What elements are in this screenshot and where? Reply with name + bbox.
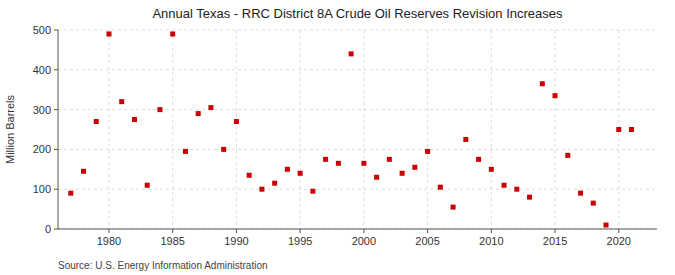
- point: [68, 191, 73, 196]
- point: [400, 171, 405, 176]
- x-tick-label: 2020: [607, 235, 631, 247]
- x-tick: [618, 229, 619, 233]
- point: [425, 149, 430, 154]
- title: Annual Texas - RRC District 8A Crude Oil…: [152, 6, 563, 21]
- x-tick-label: 1995: [288, 235, 312, 247]
- point: [145, 183, 150, 188]
- x-grid-line: [363, 30, 364, 229]
- point: [451, 205, 456, 210]
- point: [553, 93, 558, 98]
- point: [349, 51, 354, 56]
- point: [540, 81, 545, 86]
- x-tick: [108, 229, 109, 233]
- point: [157, 107, 162, 112]
- point: [94, 119, 99, 124]
- point: [221, 147, 226, 152]
- x-tick: [300, 229, 301, 233]
- y-tick-label: 500: [33, 24, 51, 36]
- point: [272, 181, 277, 186]
- y-tick: [54, 30, 58, 31]
- point: [196, 111, 201, 116]
- y-axis-line: [58, 30, 59, 229]
- points: [68, 31, 634, 227]
- y-grid-line: [58, 189, 657, 190]
- x-grid-line: [172, 30, 173, 229]
- x-tick-label: 2015: [543, 235, 567, 247]
- y-grid-line: [58, 109, 657, 110]
- x-axis-line: [58, 229, 657, 230]
- grid: [58, 30, 657, 229]
- point: [591, 201, 596, 206]
- axes: 1980 1985 1990 1995 2000 2005 2010 2015 2020 0 100…: [33, 24, 657, 247]
- y-tick: [54, 109, 58, 110]
- point: [81, 169, 86, 174]
- y-grid-line: [58, 69, 657, 70]
- x-tick-label: 1990: [224, 235, 248, 247]
- x-tick-label: 1980: [97, 235, 121, 247]
- point: [527, 195, 532, 200]
- x-tick-label: 2000: [352, 235, 376, 247]
- y-tick-label: 200: [33, 143, 51, 155]
- point: [298, 171, 303, 176]
- x-tick: [236, 229, 237, 233]
- point: [170, 31, 175, 36]
- annotation: Source: U.S. Energy Information Administ…: [58, 260, 268, 271]
- x-tick-label: 2005: [415, 235, 439, 247]
- y-tick: [54, 149, 58, 150]
- point: [578, 191, 583, 196]
- point: [361, 161, 366, 166]
- point: [247, 173, 252, 178]
- point: [489, 167, 494, 172]
- point: [132, 117, 137, 122]
- point: [374, 175, 379, 180]
- x-tick-label: 2010: [479, 235, 503, 247]
- point: [604, 223, 609, 228]
- point: [616, 127, 621, 132]
- point: [183, 149, 188, 154]
- x-grid-line: [427, 30, 428, 229]
- point: [412, 165, 417, 170]
- point: [463, 137, 468, 142]
- point: [285, 167, 290, 172]
- y-grid-line: [58, 149, 657, 150]
- x-grid-line: [236, 30, 237, 229]
- point: [259, 187, 264, 192]
- point: [387, 157, 392, 162]
- y-tick: [54, 69, 58, 70]
- x-tick: [363, 229, 364, 233]
- y-grid-line: [58, 30, 657, 31]
- point: [565, 153, 570, 158]
- point: [438, 185, 443, 190]
- point: [514, 187, 519, 192]
- x-tick-label: 1985: [160, 235, 184, 247]
- point: [476, 157, 481, 162]
- x-grid-line: [108, 30, 109, 229]
- x-tick: [491, 229, 492, 233]
- y-tick-label: 100: [33, 183, 51, 195]
- x-tick: [555, 229, 556, 233]
- point: [629, 127, 634, 132]
- y-tick-label: 400: [33, 64, 51, 76]
- point: [106, 31, 111, 36]
- x-grid-line: [300, 30, 301, 229]
- point: [502, 183, 507, 188]
- point: [234, 119, 239, 124]
- y-tick-label: 0: [45, 223, 51, 235]
- page: {"chart_data": {"type": "scatter", "titl…: [0, 0, 675, 275]
- x-grid-line: [555, 30, 556, 229]
- point: [310, 189, 315, 194]
- x-tick: [172, 229, 173, 233]
- x-tick: [427, 229, 428, 233]
- point: [336, 161, 341, 166]
- y-tick: [54, 229, 58, 230]
- point: [208, 105, 213, 110]
- chart: 1980 1985 1990 1995 2000 2005 2010 2015 2020 0 100…: [0, 0, 675, 275]
- y-tick-label: 300: [33, 104, 51, 116]
- y-tick: [54, 189, 58, 190]
- y-grid-line: [58, 229, 657, 230]
- y-axis-label: Million Barrels: [4, 94, 16, 164]
- x-grid-line: [491, 30, 492, 229]
- point: [323, 157, 328, 162]
- point: [119, 99, 124, 104]
